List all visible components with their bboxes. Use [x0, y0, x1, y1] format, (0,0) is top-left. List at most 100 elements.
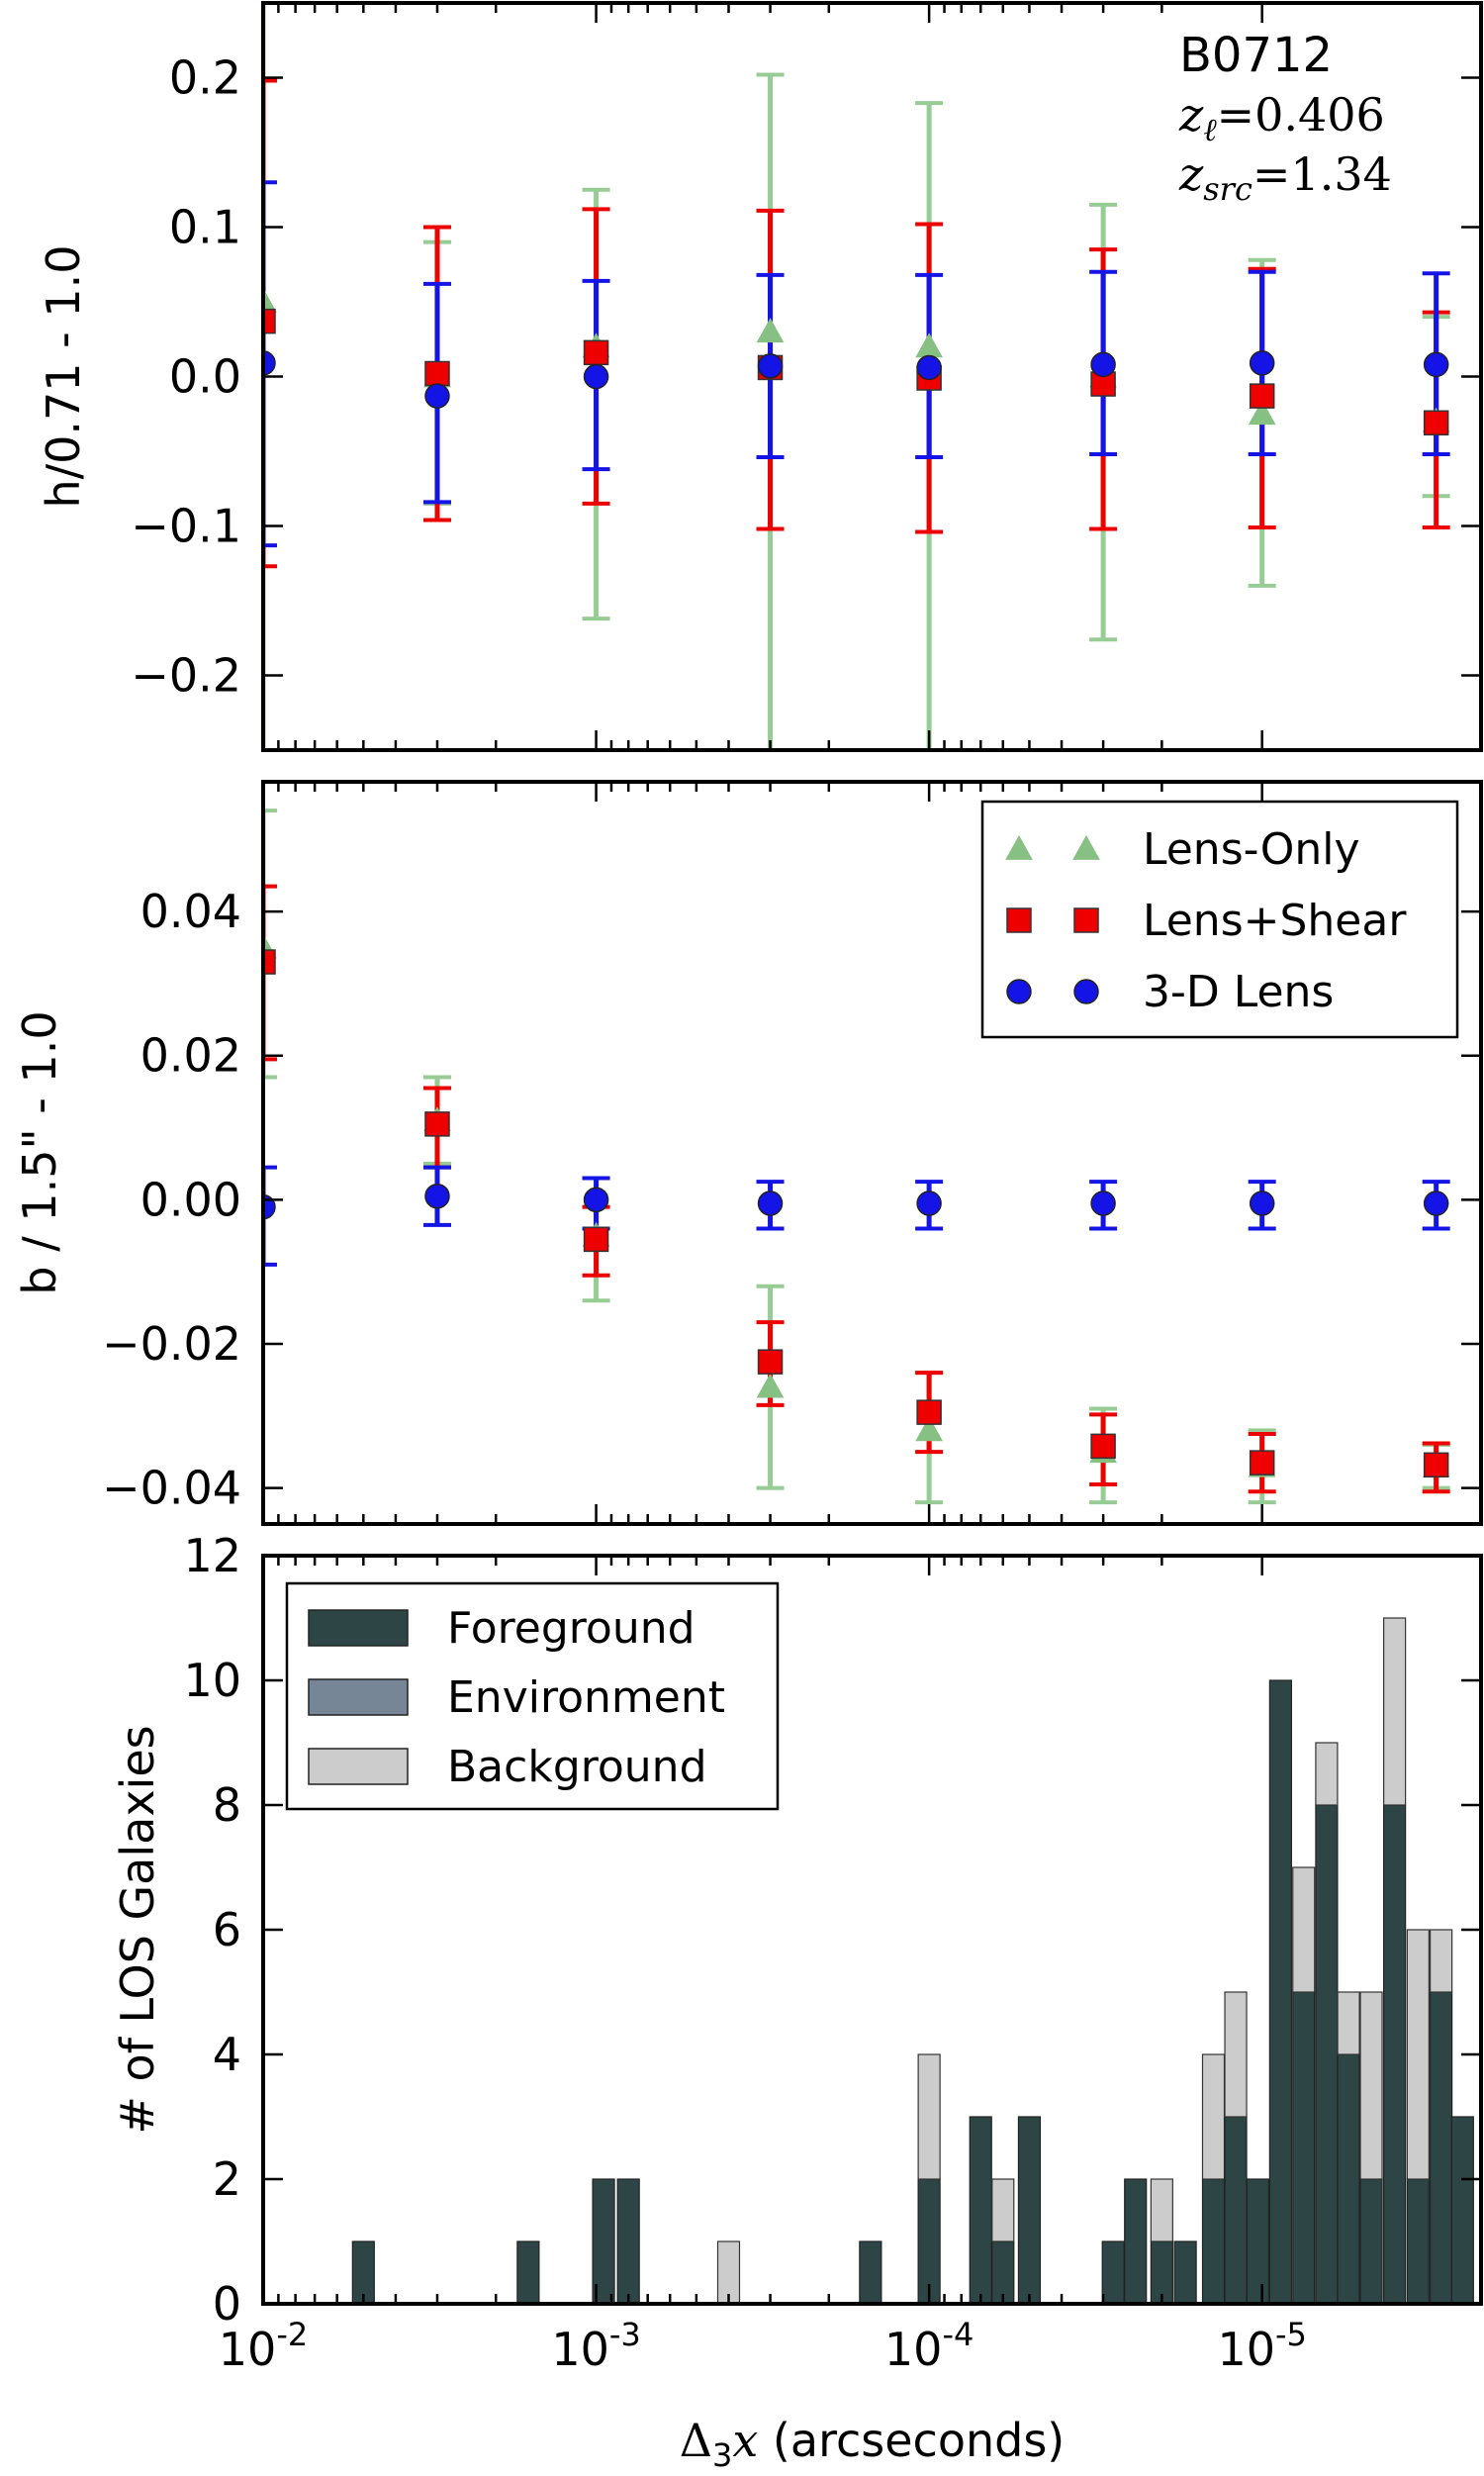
bar-foreground — [1268, 1679, 1292, 2304]
legend-swatch-environment — [308, 1678, 409, 1716]
bar-foreground — [1383, 1804, 1407, 2304]
legend-label-background: Background — [447, 1742, 707, 1792]
point-lens-3d — [1423, 351, 1449, 378]
point-lens-shear — [757, 1349, 784, 1375]
legend-swatch-foreground — [308, 1609, 409, 1647]
bar-background — [1201, 2053, 1226, 2180]
point-lens-3d — [1423, 1190, 1449, 1216]
y-tick-label: 0 — [213, 2277, 241, 2331]
y-tick-label: 8 — [213, 1778, 241, 1832]
bar-foreground — [616, 2178, 640, 2304]
bar-foreground — [1337, 2053, 1360, 2304]
legend-label-foreground: Foreground — [447, 1603, 696, 1654]
point-lens-only — [915, 333, 943, 358]
y-axis-label-top: h/0.71 - 1.0 — [37, 244, 90, 508]
legend-label-lens-3d: 3-D Lens — [1143, 967, 1334, 1017]
point-lens-3d — [1249, 1190, 1275, 1216]
axes-frame-middle — [261, 780, 1483, 1526]
source-redshift-label: zsrc=1.34 — [1178, 147, 1392, 208]
y-tick-label: 0.0 — [169, 350, 241, 404]
point-lens-3d — [583, 363, 609, 390]
plot-area-middle — [263, 809, 1450, 1505]
y-axis-label-bottom: # of LOS Galaxies — [111, 1725, 164, 2134]
bar-foreground — [1124, 2178, 1148, 2304]
legend-frame — [980, 800, 1459, 1039]
point-lens-shear — [263, 308, 276, 334]
point-lens-shear — [1249, 383, 1275, 409]
y-tick-label: −0.04 — [102, 1462, 241, 1515]
point-lens-shear — [916, 1399, 942, 1425]
bar-foreground — [1173, 2240, 1197, 2304]
x-tick-label: 10-5 — [1217, 2316, 1306, 2376]
legend-middle: Lens-Only Lens+Shear 3-D Lens — [980, 800, 1459, 1039]
plot-area-top — [263, 3, 1450, 750]
bar-background — [991, 2178, 1015, 2242]
point-lens-3d — [1249, 350, 1275, 376]
legend-marker-lens-shear — [1006, 907, 1032, 933]
legend-marker-lens-3d — [1073, 979, 1099, 1004]
point-lens-shear — [424, 360, 450, 387]
point-lens-3d — [916, 1190, 942, 1216]
bar-foreground — [1224, 2116, 1248, 2304]
bar-foreground — [1201, 2178, 1226, 2304]
legend-label-environment: Environment — [447, 1672, 725, 1723]
bar-background — [1292, 1866, 1316, 1993]
bar-foreground — [592, 2178, 615, 2304]
bar-background — [917, 2053, 941, 2180]
y-tick-label: 0.00 — [140, 1173, 241, 1226]
bar-background — [1359, 1991, 1383, 2180]
bar-background — [1406, 1929, 1430, 2180]
point-lens-3d — [757, 353, 784, 379]
bar-foreground — [1292, 1991, 1316, 2304]
x-axis-label: Δ3x (arcseconds) — [680, 2414, 1065, 2474]
point-lens-shear — [263, 949, 276, 975]
bar-background — [716, 2240, 741, 2304]
point-lens-3d — [916, 354, 942, 381]
lens-name-label: B0712 — [1179, 28, 1333, 83]
legend-marker-lens-only — [1072, 834, 1100, 860]
y-tick-label: 0.04 — [140, 885, 241, 938]
bar-foreground — [1406, 2178, 1430, 2304]
legend-swatch-background — [308, 1748, 409, 1785]
plot-area-bottom — [351, 1617, 1474, 2304]
point-lens-3d — [263, 1193, 276, 1220]
bar-foreground — [1101, 2240, 1125, 2304]
y-tick-label: 2 — [213, 2152, 241, 2206]
bar-background — [1224, 1991, 1248, 2118]
point-lens-3d — [263, 350, 276, 376]
bar-foreground — [516, 2240, 540, 2304]
bar-foreground — [1315, 1804, 1339, 2304]
legend-bottom: Foreground Environment Background — [285, 1581, 780, 1811]
y-tick-label: 0.1 — [169, 201, 241, 254]
point-lens-3d — [424, 383, 450, 409]
point-lens-shear — [1090, 1433, 1116, 1460]
y-tick-label: 10 — [183, 1654, 241, 1707]
point-lens-only — [1248, 400, 1276, 426]
y-tick-label: 12 — [183, 1529, 241, 1582]
point-lens-only — [756, 318, 785, 343]
x-tick-label: 10-3 — [551, 2316, 640, 2376]
y-tick-label: 6 — [213, 1903, 241, 1956]
bar-background — [1383, 1617, 1407, 1806]
bar-background — [1430, 1929, 1453, 1993]
bar-foreground — [969, 2116, 992, 2304]
point-lens-only — [263, 287, 277, 313]
bar-foreground — [1017, 2116, 1042, 2304]
bar-foreground — [351, 2240, 375, 2304]
bar-foreground — [1359, 2178, 1383, 2304]
point-lens-3d — [1090, 1190, 1116, 1216]
x-tick-label: 10-2 — [219, 2316, 308, 2376]
point-lens-shear — [424, 1111, 450, 1137]
point-lens-only — [756, 1373, 785, 1398]
y-tick-label: 0.02 — [140, 1029, 241, 1083]
point-lens-shear — [1423, 410, 1449, 436]
y-tick-label: 0.2 — [169, 51, 241, 105]
bar-background — [1337, 1991, 1360, 2055]
point-lens-3d — [757, 1190, 784, 1216]
point-lens-shear — [1423, 1452, 1449, 1478]
bar-foreground — [1430, 1991, 1453, 2304]
point-lens-shear — [583, 1226, 609, 1253]
bar-background — [1315, 1742, 1339, 1806]
bar-foreground — [1450, 2116, 1474, 2304]
point-lens-3d — [424, 1183, 450, 1209]
